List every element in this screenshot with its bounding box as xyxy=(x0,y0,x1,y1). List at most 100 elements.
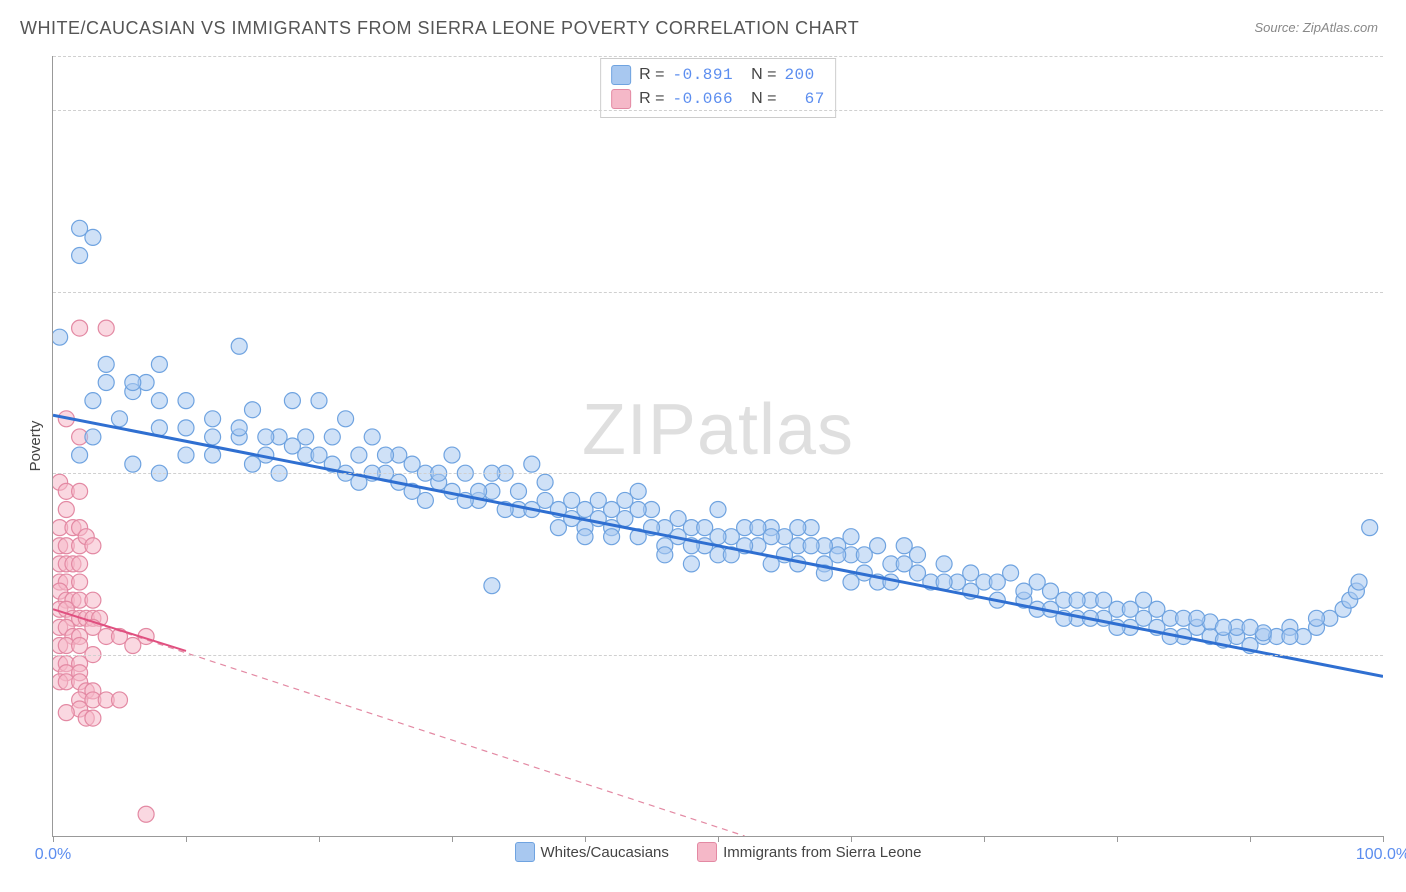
data-point-blue xyxy=(125,375,141,391)
data-point-blue xyxy=(205,429,221,445)
data-point-blue xyxy=(843,529,859,545)
legend-item-pink: Immigrants from Sierra Leone xyxy=(697,842,921,862)
swatch-pink xyxy=(611,89,631,109)
swatch-blue xyxy=(611,65,631,85)
stats-row-blue: R = -0.891 N = 200 xyxy=(611,63,825,87)
x-tick xyxy=(452,836,453,842)
data-point-blue xyxy=(657,547,673,563)
data-point-blue xyxy=(85,429,101,445)
data-point-blue xyxy=(311,393,327,409)
data-point-pink xyxy=(58,501,74,517)
data-point-blue xyxy=(1069,592,1085,608)
data-point-blue xyxy=(1136,592,1152,608)
data-point-blue xyxy=(856,547,872,563)
stats-legend-box: R = -0.891 N = 200 R = -0.066 N = 67 xyxy=(600,58,836,118)
data-point-blue xyxy=(577,529,593,545)
legend-swatch-blue xyxy=(515,842,535,862)
data-point-pink xyxy=(85,538,101,554)
data-point-blue xyxy=(830,547,846,563)
stat-n-pink: 67 xyxy=(784,87,824,111)
data-point-blue xyxy=(53,329,68,345)
data-point-blue xyxy=(178,420,194,436)
data-point-blue xyxy=(178,393,194,409)
stat-n-blue: 200 xyxy=(784,63,814,87)
data-point-blue xyxy=(125,456,141,472)
data-point-blue xyxy=(85,229,101,245)
x-tick xyxy=(186,836,187,842)
legend-item-blue: Whites/Caucasians xyxy=(515,842,669,862)
gridline-h xyxy=(53,292,1383,293)
data-point-blue xyxy=(1242,619,1258,635)
data-point-blue xyxy=(630,501,646,517)
x-tick xyxy=(1383,836,1384,842)
data-point-blue xyxy=(604,529,620,545)
data-point-pink xyxy=(98,320,114,336)
data-point-pink xyxy=(72,556,88,572)
y-tick-label: 30.0% xyxy=(1393,283,1406,301)
data-point-blue xyxy=(324,429,340,445)
data-point-blue xyxy=(351,447,367,463)
y-tick-label: 40.0% xyxy=(1393,101,1406,119)
data-point-blue xyxy=(1309,610,1325,626)
data-point-blue xyxy=(298,429,314,445)
x-tick xyxy=(984,836,985,842)
data-point-blue xyxy=(245,456,261,472)
data-point-blue xyxy=(484,578,500,594)
data-point-blue xyxy=(98,375,114,391)
gridline-h xyxy=(53,110,1383,111)
y-tick-label: 20.0% xyxy=(1393,464,1406,482)
data-point-blue xyxy=(1362,520,1378,536)
data-point-blue xyxy=(1282,628,1298,644)
legend-label-pink: Immigrants from Sierra Leone xyxy=(723,844,921,861)
data-point-blue xyxy=(417,492,433,508)
data-point-pink xyxy=(58,705,74,721)
source-label: Source: ZipAtlas.com xyxy=(1254,20,1378,35)
data-point-pink xyxy=(125,638,141,654)
x-tick xyxy=(1117,836,1118,842)
trendline-blue xyxy=(53,415,1383,676)
x-tick xyxy=(718,836,719,842)
data-point-blue xyxy=(1215,619,1231,635)
data-point-blue xyxy=(284,393,300,409)
data-point-blue xyxy=(910,547,926,563)
data-point-blue xyxy=(311,447,327,463)
data-point-blue xyxy=(989,574,1005,590)
gridline-h xyxy=(53,56,1383,57)
data-point-blue xyxy=(1029,574,1045,590)
plot-area: ZIPatlas R = -0.891 N = 200 R = -0.066 N… xyxy=(52,56,1383,837)
bottom-legend: Whites/Caucasians Immigrants from Sierra… xyxy=(53,842,1383,866)
data-point-blue xyxy=(537,492,553,508)
data-point-blue xyxy=(843,574,859,590)
data-point-blue xyxy=(151,393,167,409)
data-point-blue xyxy=(205,411,221,427)
gridline-h xyxy=(53,473,1383,474)
data-point-blue xyxy=(790,520,806,536)
chart-title: WHITE/CAUCASIAN VS IMMIGRANTS FROM SIERR… xyxy=(20,18,859,39)
data-point-blue xyxy=(710,529,726,545)
data-point-blue xyxy=(803,538,819,554)
data-point-blue xyxy=(72,248,88,264)
data-point-blue xyxy=(338,411,354,427)
x-tick xyxy=(319,836,320,842)
data-point-blue xyxy=(1351,574,1367,590)
x-tick xyxy=(53,836,54,842)
data-point-blue xyxy=(378,447,394,463)
data-point-blue xyxy=(151,356,167,372)
y-tick-label: 10.0% xyxy=(1393,646,1406,664)
data-point-blue xyxy=(364,429,380,445)
data-point-pink xyxy=(72,574,88,590)
data-point-blue xyxy=(564,492,580,508)
stat-n-label: N = xyxy=(751,87,776,111)
data-point-blue xyxy=(1096,592,1112,608)
stat-r-blue: -0.891 xyxy=(672,63,733,87)
x-tick-label: 100.0% xyxy=(1356,846,1406,864)
data-point-blue xyxy=(178,447,194,463)
data-point-blue xyxy=(245,402,261,418)
data-point-blue xyxy=(710,501,726,517)
y-axis-label: Poverty xyxy=(27,421,44,472)
data-point-blue xyxy=(231,338,247,354)
data-point-blue xyxy=(85,393,101,409)
legend-label-blue: Whites/Caucasians xyxy=(541,844,669,861)
data-point-blue xyxy=(963,565,979,581)
x-tick-label: 0.0% xyxy=(35,846,71,864)
